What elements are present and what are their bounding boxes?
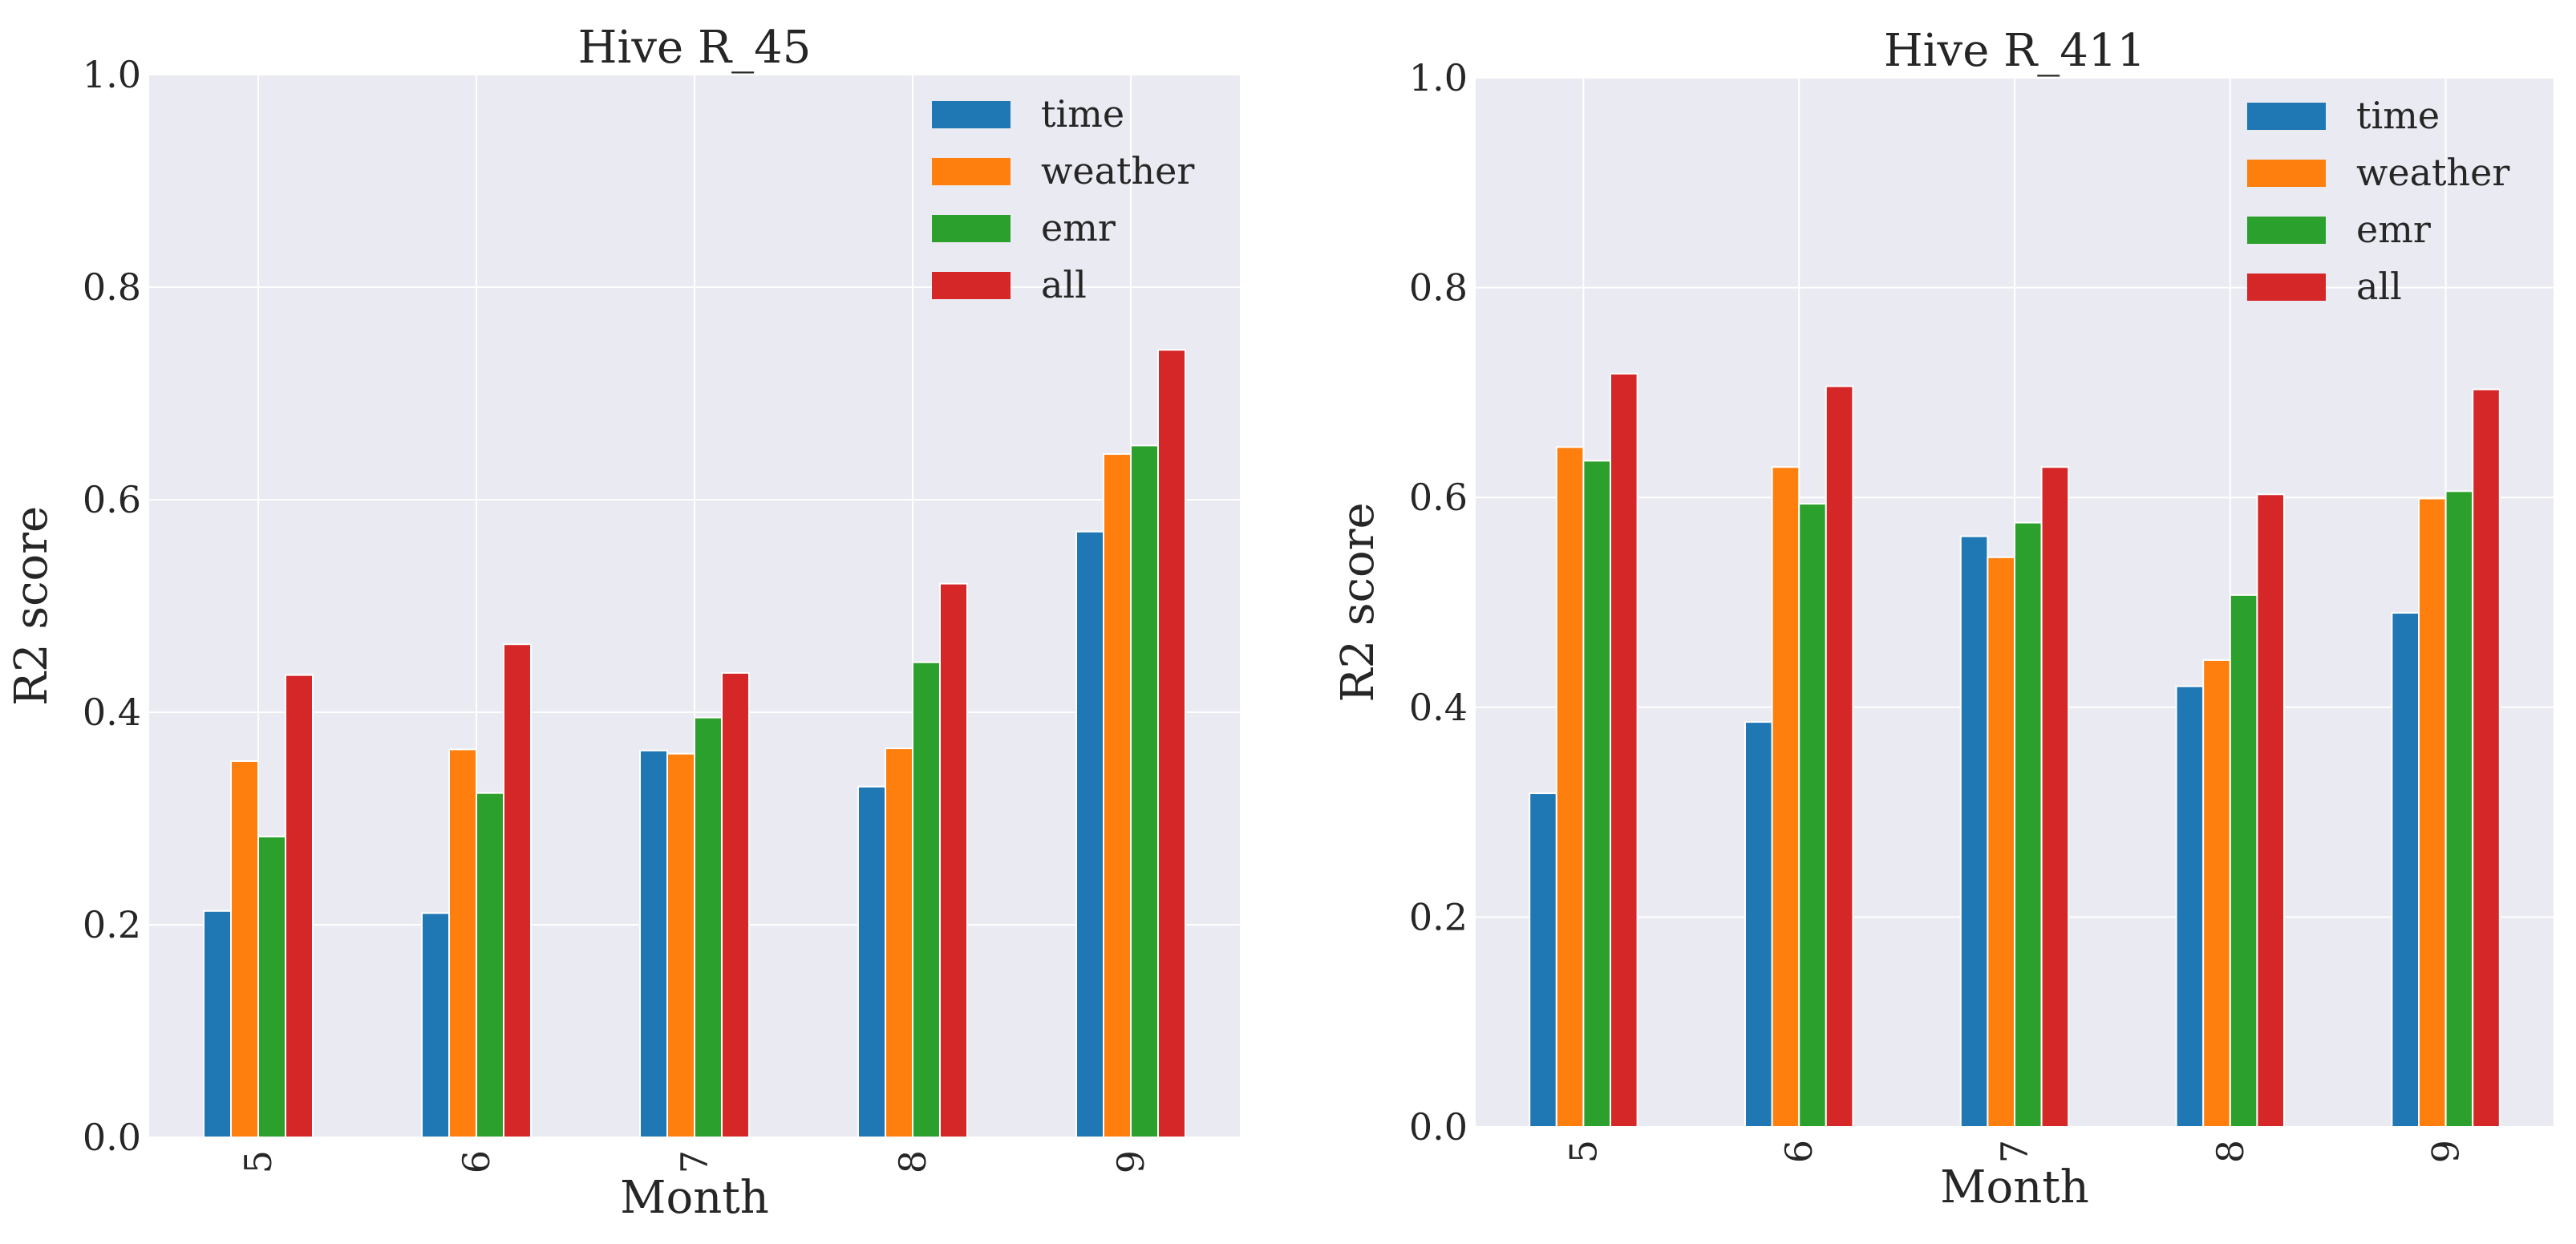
bar-all-5: [1610, 372, 1638, 1128]
bar-time-8: [2175, 685, 2205, 1128]
x-tick-label: 9: [1109, 1150, 1152, 1173]
y-tick-label: 0.8: [1409, 266, 1468, 310]
y-tick-label: 0.6: [83, 478, 141, 521]
bar-all-6: [503, 643, 532, 1138]
y-tick-label: 0.6: [1409, 476, 1468, 519]
legend-swatch-all: [932, 272, 1011, 299]
y-tick-label: 0.8: [83, 265, 141, 309]
x-axis-label: Month: [620, 1172, 769, 1224]
bar-weather-7: [666, 752, 695, 1138]
bar-weather-5: [230, 760, 259, 1138]
legend-swatch-weather: [2247, 160, 2326, 187]
legend-swatch-all: [2247, 274, 2326, 301]
bar-all-9: [2472, 388, 2501, 1128]
bar-emr-9: [1130, 444, 1159, 1138]
bar-emr-8: [912, 661, 941, 1138]
y-axis-label: R2 score: [1332, 502, 1384, 702]
x-tick-label: 9: [2424, 1140, 2468, 1163]
legend-swatch-emr: [2247, 217, 2326, 244]
chart-1: 0.0 0.2 0.4 0.6 0.8 1.0 5 6 7 8 9 Hive R_411 Month R2…: [1332, 25, 2554, 1214]
bar-time-9: [1075, 530, 1104, 1138]
legend-label-emr: emr: [1041, 206, 1116, 249]
x-tick-label: 7: [673, 1150, 716, 1173]
bar-emr-5: [1582, 460, 1612, 1128]
chart-0: 0.0 0.2 0.4 0.6 0.8 1.0 5 6 7 8 9 Hive R_45 Month R2 …: [6, 22, 1240, 1224]
x-tick-label: 7: [1993, 1140, 2036, 1163]
legend-label-weather: weather: [1041, 149, 1194, 192]
bar-time-7: [1959, 535, 1989, 1128]
bar-emr-6: [1798, 503, 1827, 1128]
bar-time-6: [421, 912, 450, 1139]
legend-label-all: all: [1041, 263, 1087, 306]
bar-time-8: [857, 785, 886, 1138]
legend-swatch-time: [932, 101, 1011, 128]
bar-weather-9: [1103, 453, 1132, 1138]
legend-label-time: time: [1041, 92, 1124, 136]
legend-label-emr: emr: [2356, 208, 2431, 251]
bar-time-9: [2391, 612, 2420, 1128]
bar-time-5: [1529, 792, 1557, 1129]
x-tick-label: 6: [455, 1150, 498, 1173]
bar-time-7: [639, 749, 668, 1138]
y-tick-label: 1.0: [1409, 56, 1468, 99]
bar-weather-5: [1555, 446, 1585, 1128]
y-tick-label: 0.4: [83, 691, 141, 734]
bar-emr-5: [257, 836, 286, 1139]
bar-all-7: [721, 671, 750, 1138]
legend: time weather emr all: [932, 92, 1194, 306]
legend-label-time: time: [2356, 94, 2440, 137]
x-tick-label: 6: [1777, 1140, 1821, 1163]
x-tick-label: 8: [891, 1150, 934, 1173]
y-axis-label: R2 score: [6, 506, 58, 706]
bar-all-6: [1825, 385, 1854, 1128]
bar-weather-6: [1771, 466, 1800, 1128]
bar-emr-7: [694, 716, 723, 1138]
chart-title: Hive R_45: [578, 22, 812, 74]
legend-swatch-emr: [932, 215, 1011, 242]
bar-time-6: [1744, 721, 1773, 1128]
bar-weather-6: [448, 748, 477, 1138]
y-tick-label: 1.0: [83, 53, 141, 96]
y-tick-label: 0.0: [1409, 1105, 1468, 1149]
bar-emr-7: [2014, 521, 2043, 1128]
chart-title: Hive R_411: [1884, 25, 2145, 77]
x-tick-label: 5: [1561, 1140, 1605, 1163]
bar-weather-7: [1987, 556, 2015, 1128]
x-tick-label: 5: [237, 1150, 280, 1173]
bar-all-8: [2256, 493, 2285, 1128]
bar-weather-9: [2418, 497, 2447, 1128]
bar-all-5: [285, 674, 314, 1138]
bar-weather-8: [885, 748, 913, 1138]
bar-emr-9: [2444, 490, 2474, 1128]
legend-label-weather: weather: [2356, 151, 2509, 194]
x-tick-label: 8: [2209, 1140, 2252, 1163]
y-tick-label: 0.2: [1409, 895, 1468, 938]
legend-label-all: all: [2356, 265, 2402, 308]
legend-swatch-time: [2247, 103, 2326, 130]
bar-weather-8: [2202, 658, 2231, 1128]
bar-time-5: [203, 910, 232, 1139]
legend-swatch-weather: [932, 158, 1011, 185]
bar-emr-6: [476, 792, 504, 1138]
y-tick-label: 0.2: [83, 903, 141, 946]
legend: time weather emr all: [2247, 94, 2509, 308]
y-tick-label: 0.0: [83, 1116, 141, 1159]
bar-all-9: [1157, 349, 1186, 1138]
bar-all-8: [939, 582, 968, 1138]
bar-all-7: [2040, 466, 2070, 1128]
y-tick-label: 0.4: [1409, 686, 1468, 729]
x-axis-label: Month: [1940, 1161, 2089, 1214]
bar-emr-8: [2229, 594, 2258, 1128]
